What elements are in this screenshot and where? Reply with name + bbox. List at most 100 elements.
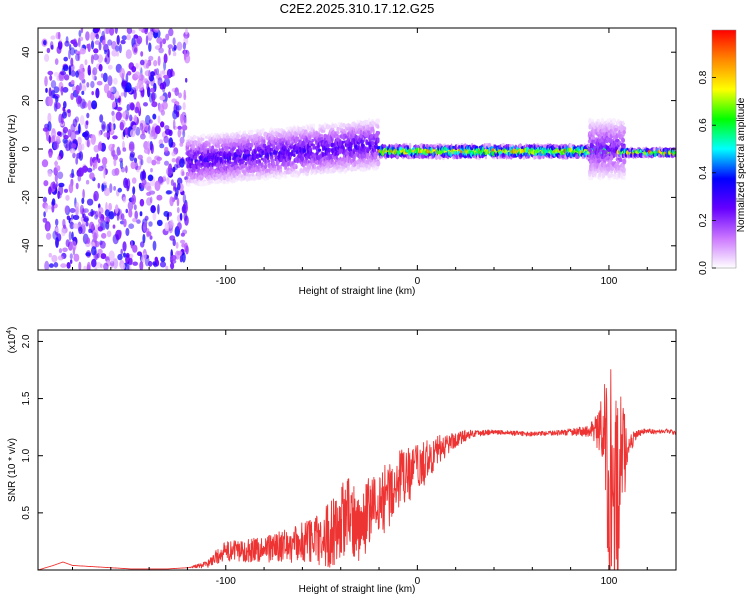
- heatmap-cell: [148, 31, 155, 39]
- heatmap-cell: [183, 211, 188, 222]
- heatmap-cell: [73, 253, 80, 262]
- heatmap-cell: [129, 102, 135, 111]
- heatmap-cell: [82, 189, 85, 199]
- heatmap-cell: [43, 40, 47, 46]
- heatmap-cell: [246, 151, 251, 154]
- heatmap-cell: [58, 192, 62, 199]
- heatmap-cell: [116, 35, 120, 45]
- heatmap-cell: [54, 160, 58, 168]
- heatmap-cell: [287, 161, 290, 167]
- heatmap-cell: [70, 70, 76, 77]
- heatmap-cell: [116, 51, 120, 57]
- heatmap-cell: [81, 90, 85, 95]
- heatmap-cell: [48, 151, 53, 158]
- heatmap-cell: [168, 47, 171, 56]
- heatmap-cell: [94, 40, 101, 45]
- heatmap-cell: [141, 130, 145, 135]
- heatmap-cell: [594, 168, 597, 172]
- heatmap-cell: [248, 136, 251, 141]
- heatmap-cell: [302, 172, 305, 176]
- heatmap-cell: [96, 80, 103, 86]
- heatmap-cell: [268, 175, 273, 179]
- heatmap-cell: [187, 176, 190, 180]
- heatmap-cell: [623, 168, 626, 173]
- heatmap-cell: [85, 179, 90, 185]
- heatmap-cell: [127, 200, 134, 211]
- heatmap-cell: [145, 114, 151, 126]
- heatmap-cell: [172, 37, 176, 46]
- heatmap-cell: [92, 67, 98, 76]
- heatmap-cell: [329, 163, 333, 169]
- heatmap-cell: [102, 181, 108, 186]
- heatmap-cell: [61, 227, 66, 237]
- heatmap-cell: [372, 128, 375, 134]
- heatmap-cell: [172, 51, 177, 57]
- heatmap-cell: [149, 87, 156, 93]
- heatmap-cell: [377, 137, 380, 141]
- heatmap-cell: [103, 167, 106, 179]
- heatmap-cell: [110, 260, 115, 267]
- heatmap-cell: [181, 171, 185, 176]
- heatmap-cell: [179, 255, 183, 263]
- heatmap-cell: [105, 28, 109, 35]
- heatmap-cell: [181, 252, 186, 263]
- heatmap-cell: [72, 38, 78, 47]
- heatmap-cell: [79, 48, 86, 55]
- heatmap-cell: [104, 28, 110, 35]
- heatmap-cell: [70, 57, 74, 67]
- heatmap-cell: [63, 134, 69, 140]
- heatmap-cell: [250, 175, 254, 181]
- heatmap-cell: [145, 62, 150, 69]
- heatmap-cell: [53, 262, 59, 268]
- heatmap-cell: [111, 123, 114, 133]
- heatmap-cell: [109, 183, 113, 194]
- heatmap-cell: [70, 130, 77, 141]
- heatmap-cell: [66, 262, 71, 269]
- heatmap-cell: [622, 137, 625, 143]
- heatmap-cell: [95, 210, 99, 218]
- heatmap-cell: [123, 218, 127, 228]
- heatmap-cell: [86, 112, 90, 119]
- heatmap-cell: [360, 139, 365, 144]
- heatmap-cell: [623, 130, 626, 135]
- heatmap-cell: [41, 159, 49, 168]
- heatmap-cell: [154, 180, 161, 192]
- heatmap-cell: [111, 110, 115, 116]
- heatmap-cell: [75, 157, 79, 165]
- heatmap-cell: [48, 252, 52, 258]
- heatmap-cell: [54, 174, 58, 183]
- heatmap-cell: [120, 248, 123, 256]
- heatmap-cell: [60, 86, 64, 96]
- heatmap-cell: [182, 203, 186, 213]
- heatmap-cell: [622, 158, 627, 165]
- heatmap-cell: [129, 114, 133, 122]
- heatmap-cell: [90, 54, 94, 65]
- heatmap-cell: [65, 194, 70, 201]
- heatmap-cell: [151, 126, 156, 137]
- heatmap-cell: [172, 109, 178, 120]
- heatmap-cell: [112, 258, 119, 269]
- heatmap-cell: [292, 153, 296, 158]
- heatmap-cell: [179, 158, 185, 168]
- heatmap-cell: [75, 70, 79, 78]
- heatmap-cell: [320, 137, 324, 141]
- heatmap-cell: [135, 62, 139, 69]
- heatmap-cell: [129, 257, 133, 265]
- heatmap-cell: [51, 198, 56, 206]
- heatmap-cell: [104, 57, 107, 63]
- heatmap-cell: [93, 232, 97, 243]
- heatmap-cell: [365, 163, 368, 169]
- heatmap-cell: [68, 183, 74, 194]
- heatmap-cell: [130, 240, 133, 249]
- heatmap-cell: [79, 36, 84, 42]
- heatmap-cell: [91, 100, 98, 110]
- heatmap-cell: [336, 151, 340, 155]
- heatmap-cell: [70, 259, 73, 264]
- heatmap-cell: [297, 171, 301, 177]
- heatmap-cell: [173, 147, 179, 155]
- heatmap-cell: [84, 59, 88, 66]
- heatmap-cell: [149, 235, 153, 240]
- heatmap-cell: [118, 43, 122, 54]
- heatmap-cell: [146, 185, 152, 192]
- heatmap-cell: [138, 28, 143, 32]
